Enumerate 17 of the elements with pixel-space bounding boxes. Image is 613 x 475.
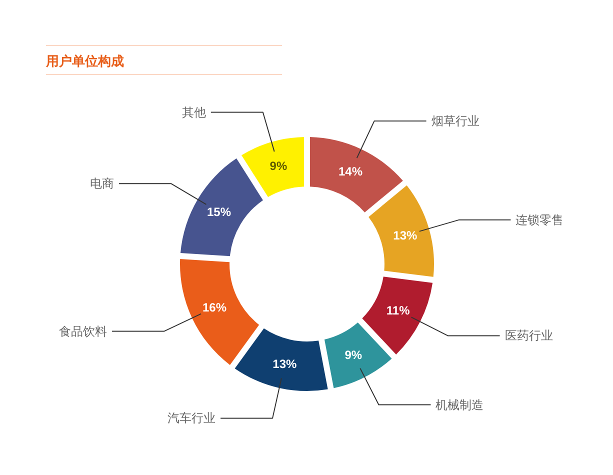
slice-label: 汽车行业 bbox=[168, 411, 216, 426]
slice-label: 烟草行业 bbox=[431, 114, 480, 128]
data-label: 14% bbox=[338, 164, 363, 178]
data-label: 13% bbox=[272, 356, 298, 371]
slice-label: 医药行业 bbox=[504, 328, 553, 343]
data-label: 9% bbox=[270, 158, 288, 173]
slice-label: 连锁零售 bbox=[516, 212, 564, 227]
slice-label: 食品饮料 bbox=[59, 324, 108, 338]
slice-label: 电商 bbox=[90, 176, 114, 191]
data-label: 9% bbox=[344, 348, 362, 362]
data-label: 11% bbox=[386, 303, 410, 318]
data-label: 16% bbox=[202, 300, 227, 315]
slice-label: 其他 bbox=[182, 105, 206, 120]
data-label: 13% bbox=[393, 228, 418, 242]
data-label: 15% bbox=[206, 204, 232, 219]
slice-label: 机械制造 bbox=[436, 398, 484, 412]
chart-title: 用户单位构成 bbox=[45, 54, 124, 68]
